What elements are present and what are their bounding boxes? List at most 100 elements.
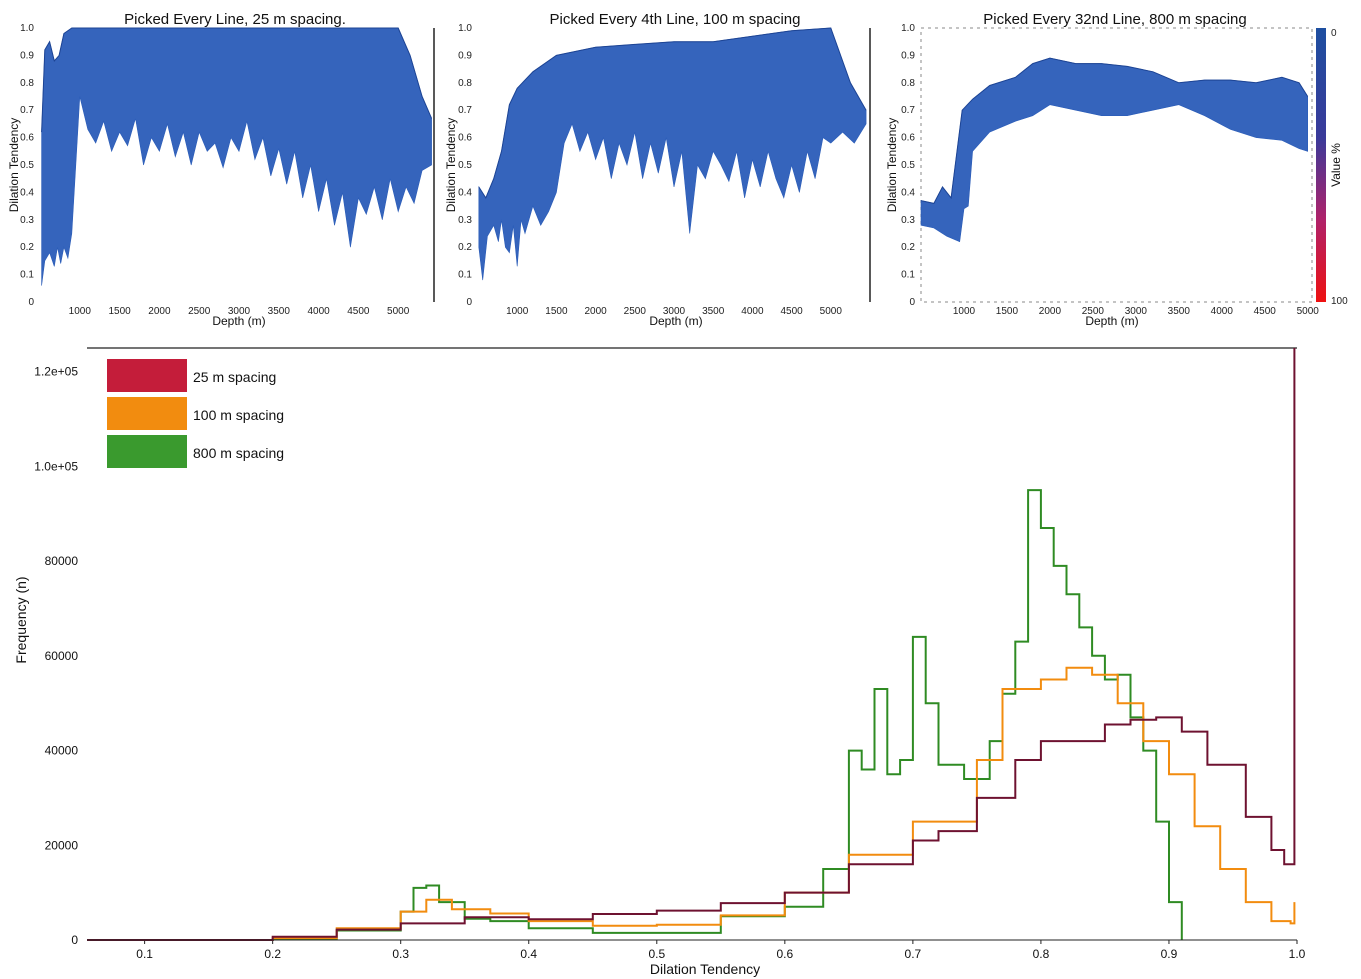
subplot-800m-ytick-label: 1.0 [901, 23, 915, 34]
subplot-100m-xtick-label: 2000 [584, 306, 607, 317]
legend-item-100m: 100 m spacing [107, 397, 284, 430]
subplot-25m-ylabel: Dilation Tendency [7, 118, 21, 213]
legend-item-800m: 800 m spacing [107, 435, 284, 468]
subplot-25m-ytick-label: 0.5 [20, 160, 34, 171]
subplot-800m-x-ticks: 1000 1500 2000 2500 3000 3500 4000 4500 5000 [953, 306, 1319, 317]
subplot-100m-xtick-label: 3000 [663, 306, 686, 317]
subplot-800m-ytick-label: 0 [909, 297, 915, 308]
subplot-25m-ytick-label: 0.4 [20, 187, 34, 198]
subplot-100m-xtick-label: 5000 [820, 306, 843, 317]
legend-swatch-25m [107, 359, 187, 392]
histogram-x-ticks: 0.1 0.2 0.3 0.4 0.5 0.6 0.7 0.8 0.9 1.0 [136, 940, 1306, 961]
subplot-25m-ytick-label: 0.9 [20, 50, 34, 61]
subplot-100m-ytick-label: 0.4 [458, 187, 472, 198]
subplot-25m-xtick-label: 1000 [69, 306, 92, 317]
subplot-100m-xlabel: Depth (m) [649, 314, 702, 328]
subplot-100m-ytick-label: 0.3 [458, 215, 472, 226]
subplot-25m-title: Picked Every Line, 25 m spacing. [124, 11, 346, 28]
subplot-100m-title: Picked Every 4th Line, 100 m spacing [550, 11, 801, 28]
subplot-100m-ytick-label: 1.0 [458, 23, 472, 34]
subplot-100m-xtick-label: 1000 [506, 306, 529, 317]
subplot-25m-xtick-label: 4500 [347, 306, 370, 317]
histogram-ytick-label: 40000 [45, 744, 79, 758]
histogram-xtick-label: 0.1 [136, 947, 153, 961]
subplot-25m-xtick-label: 4000 [307, 306, 330, 317]
legend-label-100m: 100 m spacing [193, 407, 284, 423]
subplot-800m-xlabel: Depth (m) [1085, 314, 1138, 328]
subplot-25m-y-ticks: 1.0 0.9 0.8 0.7 0.6 0.5 0.4 0.3 0.2 0.1 0 [20, 23, 34, 308]
subplot-100m-ytick-label: 0.8 [458, 78, 472, 89]
histogram-xtick-label: 0.9 [1161, 947, 1178, 961]
subplot-100m-ytick-label: 0.7 [458, 105, 472, 116]
subplot-800m-ytick-label: 0.6 [901, 133, 915, 144]
subplot-100m-xtick-label: 3500 [702, 306, 725, 317]
histogram-series [87, 348, 1296, 941]
histogram-xtick-label: 0.6 [776, 947, 793, 961]
subplot-25m-xtick-label: 5000 [387, 306, 410, 317]
subplot-800m-xtick-label: 4500 [1254, 306, 1277, 317]
subplot-25m: Picked Every Line, 25 m spacing. 1.0 0.9 0… [7, 11, 435, 328]
subplot-25m-ytick-label: 0.1 [20, 270, 34, 281]
subplot-25m-x-ticks: 1000 1500 2000 2500 3000 3500 4000 4500 5000 [69, 306, 410, 317]
histogram-xtick-label: 0.4 [520, 947, 537, 961]
legend-swatch-100m [107, 397, 187, 430]
subplot-800m-ytick-label: 0.4 [901, 187, 915, 198]
subplot-100m-band [478, 27, 867, 281]
subplot-100m: Picked Every 4th Line, 100 m spacing 1.0… [444, 11, 871, 328]
subplot-100m-ytick-label: 0 [466, 297, 472, 308]
subplot-800m-ytick-label: 0.7 [901, 105, 915, 116]
subplot-25m-ytick-label: 0.7 [20, 105, 34, 116]
histogram-ytick-label: 60000 [45, 649, 79, 663]
subplot-100m-xtick-label: 2500 [624, 306, 647, 317]
subplot-100m-x-ticks: 1000 1500 2000 2500 3000 3500 4000 4500 5000 [506, 306, 842, 317]
subplot-800m-xtick-label: 5000 [1297, 306, 1320, 317]
subplot-100m-y-ticks: 1.0 0.9 0.8 0.7 0.6 0.5 0.4 0.3 0.2 0.1 0 [458, 23, 472, 308]
histogram-xtick-label: 0.2 [264, 947, 281, 961]
subplot-800m-ytick-label: 0.5 [901, 160, 915, 171]
subplot-800m-y-ticks: 1.0 0.9 0.8 0.7 0.6 0.5 0.4 0.3 0.2 0.1 0 [901, 23, 915, 308]
legend-label-25m: 25 m spacing [193, 369, 276, 385]
subplot-25m-ytick-label: 0.6 [20, 133, 34, 144]
histogram-xlabel: Dilation Tendency [650, 961, 760, 977]
subplot-100m-ytick-label: 0.2 [458, 242, 472, 253]
subplot-25m-ytick-label: 1.0 [20, 23, 34, 34]
subplot-25m-band-area [41, 27, 432, 286]
series-line-100m [87, 666, 1296, 941]
subplot-800m: Picked Every 32nd Line, 800 m spacing 1.… [885, 11, 1348, 328]
colorbar [1316, 28, 1326, 302]
subplot-800m-xtick-label: 2500 [1082, 306, 1105, 317]
subplot-100m-ytick-label: 0.9 [458, 50, 472, 61]
colorbar-max-label: 100 [1331, 296, 1348, 307]
subplot-100m-xtick-label: 4000 [741, 306, 764, 317]
subplot-800m-title: Picked Every 32nd Line, 800 m spacing [983, 11, 1247, 28]
subplot-25m-xtick-label: 3000 [228, 306, 251, 317]
legend-swatch-800m [107, 435, 187, 468]
histogram-ytick-label: 0 [71, 933, 78, 947]
series-line-25m [87, 348, 1296, 941]
histogram-ylabel: Frequency (n) [13, 576, 29, 663]
colorbar-label: Value % [1329, 143, 1343, 187]
subplot-800m-xtick-label: 2000 [1039, 306, 1062, 317]
subplot-25m-xtick-label: 2500 [188, 306, 211, 317]
subplot-800m-ytick-label: 0.8 [901, 78, 915, 89]
histogram-ytick-label: 1.0e+05 [34, 459, 78, 473]
subplot-100m-ytick-label: 0.1 [458, 270, 472, 281]
legend-label-800m: 800 m spacing [193, 445, 284, 461]
subplot-800m-xtick-label: 1000 [953, 306, 976, 317]
histogram-xtick-label: 0.3 [392, 947, 409, 961]
histogram-xtick-label: 0.5 [648, 947, 665, 961]
subplot-800m-xtick-label: 4000 [1211, 306, 1234, 317]
histogram-y-ticks: 0 20000 40000 60000 80000 1.0e+05 1.2e+05 [34, 365, 78, 947]
subplot-25m-upper-edge [41, 27, 433, 133]
subplot-800m-ytick-label: 0.1 [901, 270, 915, 281]
histogram-xtick-label: 1.0 [1289, 947, 1306, 961]
subplot-25m-xtick-label: 2000 [148, 306, 171, 317]
subplot-100m-ytick-label: 0.5 [458, 160, 472, 171]
subplot-800m-band-area [920, 57, 1308, 243]
histogram-ytick-label: 1.2e+05 [34, 365, 78, 379]
subplot-25m-ytick-label: 0.2 [20, 242, 34, 253]
subplot-25m-ytick-label: 0.3 [20, 215, 34, 226]
subplot-25m-band [41, 27, 433, 286]
